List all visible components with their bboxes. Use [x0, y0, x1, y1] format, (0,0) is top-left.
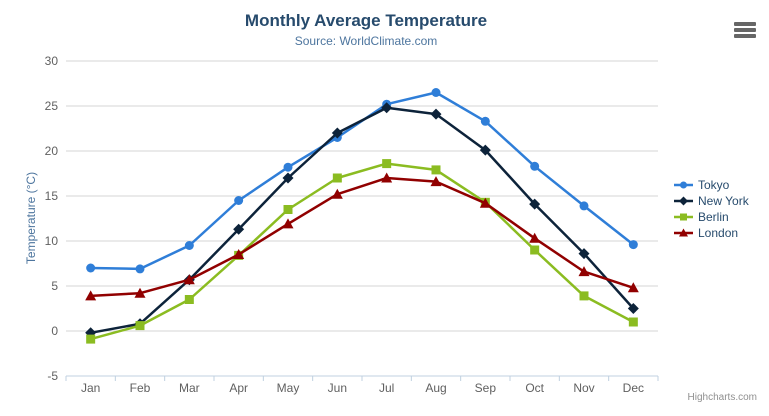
legend-item-tokyo[interactable]: Tokyo [674, 177, 749, 193]
x-axis-tick-label: Dec [623, 381, 644, 395]
point-london-oct[interactable] [529, 232, 541, 243]
y-axis-tick-label: 10 [45, 234, 59, 248]
point-berlin-feb[interactable] [135, 321, 145, 331]
point-new-york-sep[interactable] [479, 144, 491, 156]
credits-link[interactable]: Highcharts.com [687, 392, 757, 403]
legend-label: Tokyo [698, 178, 730, 192]
y-axis-tick-label: 15 [45, 189, 59, 203]
point-new-york-jul[interactable] [381, 102, 393, 114]
point-new-york-nov[interactable] [578, 248, 590, 260]
point-tokyo-apr[interactable] [234, 196, 244, 205]
legend-symbol-circle-icon [674, 181, 693, 188]
legend-label: Berlin [698, 210, 729, 224]
hamburger-bar [734, 22, 756, 26]
x-axis-tick-label: Feb [130, 381, 151, 395]
point-tokyo-mar[interactable] [184, 241, 194, 250]
chart-subtitle: Source: WorldClimate.com [294, 34, 438, 48]
hamburger-menu-icon [734, 22, 758, 38]
legend-symbol-square-icon [674, 213, 693, 220]
point-tokyo-oct[interactable] [530, 161, 540, 171]
point-berlin-jun[interactable] [332, 173, 342, 183]
point-berlin-aug[interactable] [431, 165, 441, 175]
point-london-feb[interactable] [134, 287, 146, 298]
x-axis-tick-label: Sep [475, 381, 497, 395]
series-line-new-york [89, 106, 635, 335]
point-tokyo-sep[interactable] [480, 116, 490, 126]
series-line-berlin [89, 162, 635, 341]
export-menu-button[interactable] [734, 20, 758, 40]
legend-label: London [698, 226, 739, 240]
point-london-jun[interactable] [331, 188, 343, 199]
point-london-mar[interactable] [183, 274, 195, 285]
point-london-aug[interactable] [430, 176, 442, 187]
point-tokyo-feb[interactable] [135, 264, 145, 274]
point-london-nov[interactable] [578, 266, 590, 277]
point-london-sep[interactable] [479, 197, 491, 208]
legend-label: New York [698, 194, 749, 208]
point-new-york-dec[interactable] [627, 303, 639, 314]
hamburger-bar [734, 28, 756, 32]
point-berlin-jul[interactable] [382, 159, 392, 169]
x-axis-tick-label: Mar [179, 381, 200, 395]
legend-item-new-york[interactable]: New York [674, 193, 749, 209]
point-new-york-jun[interactable] [331, 127, 343, 139]
point-berlin-dec[interactable] [628, 317, 638, 327]
point-london-dec[interactable] [627, 282, 639, 293]
chart-title: Monthly Average Temperature [244, 11, 488, 30]
series-line-london [89, 176, 635, 298]
point-london-jul[interactable] [381, 172, 393, 183]
x-axis-tick-label: Aug [425, 381, 446, 395]
point-berlin-may[interactable] [283, 205, 293, 214]
point-london-jan[interactable] [85, 290, 97, 301]
legend-item-berlin[interactable]: Berlin [674, 209, 749, 225]
x-axis-tick-label: Oct [525, 381, 544, 395]
point-berlin-jan[interactable] [86, 334, 96, 344]
legend-item-london[interactable]: London [674, 225, 749, 241]
legend-symbol-triangle-icon [674, 228, 693, 236]
x-axis-tick-label: Nov [573, 381, 594, 395]
x-axis-tick-label: Jan [81, 381, 100, 395]
point-tokyo-aug[interactable] [431, 88, 441, 97]
x-axis-tick-label: Apr [229, 381, 248, 395]
point-new-york-aug[interactable] [430, 108, 442, 120]
y-axis-tick-label: 25 [45, 99, 59, 113]
point-berlin-mar[interactable] [184, 295, 194, 304]
y-axis-tick-label: 20 [45, 144, 59, 158]
hamburger-bar [734, 34, 756, 38]
point-berlin-oct[interactable] [530, 245, 540, 255]
series-line-tokyo [89, 91, 635, 271]
y-axis-tick-label: 30 [45, 54, 59, 68]
legend: Tokyo New York Berlin London [674, 177, 749, 241]
point-new-york-oct[interactable] [529, 198, 541, 210]
y-axis-tick-label: -5 [47, 369, 58, 383]
y-axis-tick-label: 0 [51, 324, 58, 338]
y-axis-tick-label: 5 [51, 279, 58, 293]
legend-symbol-diamond-icon [674, 196, 693, 205]
point-tokyo-jan[interactable] [86, 263, 96, 273]
point-tokyo-dec[interactable] [628, 240, 638, 250]
point-london-apr[interactable] [233, 249, 245, 259]
y-axis-title: Temperature (°C) [24, 171, 38, 265]
point-new-york-may[interactable] [282, 172, 294, 184]
x-axis-tick-label: May [277, 381, 300, 395]
point-new-york-apr[interactable] [233, 223, 245, 235]
x-axis-tick-label: Jul [379, 381, 394, 395]
point-berlin-nov[interactable] [579, 291, 589, 301]
x-axis-tick-label: Jun [328, 381, 347, 395]
point-tokyo-may[interactable] [283, 162, 293, 172]
point-london-may[interactable] [282, 218, 294, 229]
point-tokyo-nov[interactable] [579, 201, 589, 211]
